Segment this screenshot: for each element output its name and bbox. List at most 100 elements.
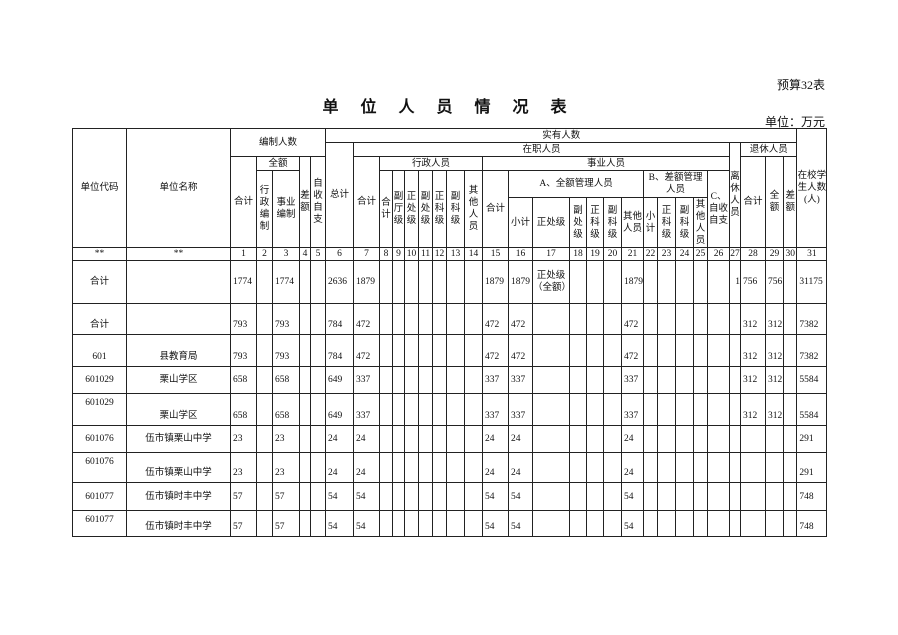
header-staffing: 编制人数 — [229, 128, 327, 157]
unit-code: 601029 — [72, 393, 127, 426]
cell-col-13 — [446, 482, 466, 511]
index-number: 29 — [765, 247, 785, 261]
cell-col-8 — [379, 260, 394, 304]
cell-col-21: 337 — [621, 393, 645, 426]
cell-col-2 — [256, 393, 273, 426]
header-dep-sec: 副科级 — [446, 170, 466, 248]
header-admin-other: 其他人员 — [464, 170, 484, 248]
cell-col-22 — [643, 425, 659, 453]
index-number: 15 — [482, 247, 510, 261]
cell-col-8 — [379, 482, 394, 511]
header-duty-total: 合计 — [353, 156, 381, 248]
page-title: 单 位 人 员 情 况 表 — [322, 99, 576, 116]
cell-col-9 — [392, 334, 406, 367]
cell-col-15: 1879 — [482, 260, 510, 304]
cell-col-16: 54 — [508, 482, 534, 511]
header-inst-total: 合计 — [482, 170, 510, 248]
cell-col-30 — [783, 452, 798, 483]
cell-col-30 — [783, 260, 798, 304]
cell-col-7: 337 — [353, 393, 381, 426]
header-admin-total: 合计 — [379, 170, 394, 248]
cell-col-20 — [603, 510, 623, 537]
index-number: 14 — [464, 247, 484, 261]
cell-col-24 — [675, 303, 695, 335]
cell-col-13 — [446, 425, 466, 453]
cell-col-17 — [532, 334, 571, 367]
cell-col-4 — [299, 482, 311, 511]
cell-col-19 — [586, 425, 605, 453]
header-name: 单位名称 — [126, 128, 231, 248]
cell-col-27 — [729, 303, 742, 335]
cell-col-3: 23 — [272, 452, 300, 483]
header-on-duty: 在职人员 — [353, 142, 731, 157]
cell-col-7: 24 — [353, 425, 381, 453]
cell-col-2 — [256, 452, 273, 483]
cell-col-28: 312 — [740, 303, 767, 335]
cell-col-12 — [432, 334, 448, 367]
header-retired-early: 离休人员 — [729, 142, 742, 248]
cell-col-31: 5584 — [796, 366, 828, 394]
cell-col-29: 312 — [765, 334, 785, 367]
cell-col-23 — [657, 334, 677, 367]
cell-col-3: 1774 — [272, 260, 300, 304]
cell-col-18 — [569, 393, 588, 426]
header-a-div: 正处级 — [532, 197, 571, 248]
cell-col-8 — [379, 303, 394, 335]
cell-col-11 — [418, 334, 434, 367]
cell-col-25 — [693, 393, 709, 426]
index-number: 3 — [272, 247, 300, 261]
cell-col-2 — [256, 334, 273, 367]
unit-code: 601076 — [72, 425, 127, 453]
header-actual: 实有人数 — [325, 128, 798, 143]
header-group-b: B、差额管理人员 — [643, 170, 709, 198]
cell-col-1: 57 — [230, 510, 257, 537]
index-number: 28 — [740, 247, 767, 261]
cell-col-31: 748 — [796, 510, 828, 537]
cell-col-21: 337 — [621, 366, 645, 394]
cell-col-22 — [643, 366, 659, 394]
index-number: 23 — [657, 247, 677, 261]
cell-col-9 — [392, 425, 406, 453]
cell-col-30 — [783, 393, 798, 426]
cell-col-11 — [418, 366, 434, 394]
cell-col-18 — [569, 334, 588, 367]
cell-col-11 — [418, 452, 434, 483]
cell-col-10 — [404, 425, 420, 453]
cell-col-1: 793 — [230, 334, 257, 367]
cell-col-29 — [765, 452, 785, 483]
index-number: 25 — [693, 247, 709, 261]
index-number: 4 — [299, 247, 311, 261]
cell-col-23 — [657, 393, 677, 426]
cell-col-13 — [446, 260, 466, 304]
cell-col-3: 23 — [272, 425, 300, 453]
cell-col-27 — [729, 452, 742, 483]
index-number: 2 — [256, 247, 273, 261]
cell-col-16: 337 — [508, 393, 534, 426]
cell-col-31: 291 — [796, 425, 828, 453]
cell-col-31: 7382 — [796, 303, 828, 335]
cell-col-3: 658 — [272, 393, 300, 426]
cell-col-6: 649 — [325, 366, 355, 394]
cell-col-3: 57 — [272, 482, 300, 511]
header-group-c: C、自收自支 — [707, 170, 731, 248]
header-group-a: A、全额管理人员 — [508, 170, 645, 198]
cell-col-6: 24 — [325, 425, 355, 453]
cell-col-1: 23 — [230, 452, 257, 483]
cell-col-7: 54 — [353, 510, 381, 537]
unit-name: 栗山学区 — [126, 366, 231, 394]
cell-col-25 — [693, 303, 709, 335]
cell-col-26 — [707, 425, 731, 453]
cell-col-5 — [309, 366, 327, 394]
cell-col-30 — [783, 366, 798, 394]
unit-name — [126, 260, 231, 304]
index-number: 13 — [446, 247, 466, 261]
cell-col-20 — [603, 334, 623, 367]
unit-code: 601077 — [72, 482, 127, 511]
cell-col-27 — [729, 366, 742, 394]
unit-name: 伍市镇栗山中学 — [126, 452, 231, 483]
cell-col-1: 658 — [230, 366, 257, 394]
cell-col-16: 337 — [508, 366, 534, 394]
cell-col-10 — [404, 303, 420, 335]
cell-col-6: 24 — [325, 452, 355, 483]
header-self: 自收自支 — [309, 156, 327, 248]
